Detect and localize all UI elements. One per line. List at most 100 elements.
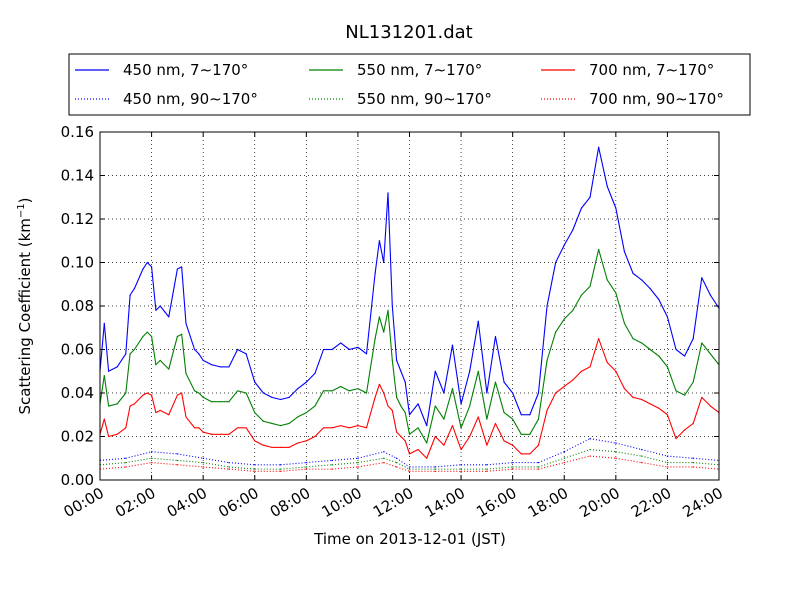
series-line-segment (99, 466, 126, 470)
series-line-segment (383, 462, 397, 468)
series-line-segment (443, 425, 453, 446)
series-line-segment (168, 268, 178, 317)
series-line-segment (125, 405, 131, 428)
series-line-segment (203, 431, 212, 435)
legend-label: 550 nm, 90∼170° (357, 90, 492, 108)
series-line-segment (529, 444, 539, 455)
series-line-segment (512, 444, 522, 455)
legend: 450 nm, 7∼170° 550 nm, 7∼170° 700 nm, 7∼17… (68, 53, 751, 116)
series-line-segment (103, 418, 110, 437)
series-line-segment (254, 440, 264, 446)
series-line-segment (494, 336, 505, 383)
series-line-segment (228, 462, 255, 466)
series-line-segment (378, 384, 385, 394)
series-line-segment (460, 405, 471, 429)
series-line-segment (177, 459, 204, 464)
series-line-segment (357, 425, 367, 429)
series-line-segment (396, 466, 410, 472)
series-line-segment (159, 409, 170, 416)
series-line-segment (396, 397, 402, 407)
series-line-segment (280, 422, 290, 427)
series-line-segment (177, 392, 182, 396)
series-line-segment (125, 457, 152, 464)
series-line-segment (142, 331, 148, 337)
series-line-segment (155, 305, 161, 311)
series-line-segment (641, 279, 651, 289)
series-line-segment (581, 286, 591, 296)
series-5 (99, 455, 720, 472)
series-line-segment (108, 433, 118, 438)
series-line-segment (306, 436, 316, 442)
series-line-segment (185, 416, 196, 429)
series-line-segment (641, 399, 651, 405)
series-line-segment (417, 427, 428, 444)
series-line-segment (615, 457, 642, 464)
series-line-segment (297, 381, 307, 390)
series-line-segment (649, 403, 660, 409)
series-line-segment (99, 457, 126, 461)
y-axis-label: Scattering Coefficient (km−1) (16, 197, 34, 414)
series-line-segment (146, 262, 152, 268)
series-line-segment (306, 459, 333, 464)
series-line-segment (129, 349, 135, 355)
series-line-segment (486, 423, 496, 446)
series-line-segment (451, 425, 462, 450)
series-line-segment (693, 466, 720, 470)
series-line-segment (589, 455, 616, 459)
series-line-segment (203, 462, 230, 468)
series-line-segment (546, 262, 557, 307)
series-line-segment (486, 462, 513, 466)
y-tick-label: 0.02 (61, 428, 94, 446)
series-line-segment (563, 309, 574, 320)
y-tick-label: 0.08 (61, 297, 94, 315)
series-line-segment (426, 436, 436, 459)
series-line-segment (615, 371, 625, 389)
series-line-segment (378, 316, 385, 333)
series-line-segment (396, 431, 402, 437)
series-line-segment (451, 345, 462, 404)
series-line-segment (332, 457, 358, 461)
series-line-segment (693, 457, 720, 461)
y-axis-label-sup: −1 (16, 203, 27, 218)
series-line-segment (658, 355, 668, 368)
series-line-segment (263, 444, 273, 448)
series-line-segment (606, 279, 617, 294)
series-line-segment (409, 403, 419, 416)
series-line-segment (563, 229, 574, 246)
series-line-segment (365, 338, 376, 394)
series-line-segment (181, 334, 187, 374)
series-line-segment (331, 425, 341, 429)
series-line-segment (306, 464, 333, 468)
series-line-segment (245, 427, 256, 442)
y-tick-label: 0.16 (61, 123, 94, 141)
series-line-segment (151, 395, 157, 413)
series-line-segment (666, 366, 677, 392)
series-line-segment (486, 382, 497, 420)
series-line-segment (658, 299, 668, 318)
series-line-segment (133, 336, 144, 350)
series-line-segment (469, 321, 479, 372)
series-line-segment (477, 371, 488, 420)
series-line-segment (177, 333, 182, 337)
series-line-segment (288, 416, 299, 424)
series-line-segment (477, 321, 488, 394)
series-line-segment (675, 349, 685, 357)
series-line-segment (469, 371, 479, 407)
series-line-segment (151, 462, 178, 466)
y-axis-label-main: Scattering Coefficient (km (16, 218, 34, 414)
series-line-segment (129, 288, 135, 296)
series-line-segment (624, 388, 634, 398)
series-line-segment (546, 392, 557, 411)
series-line-segment (434, 405, 445, 420)
y-tick-label: 0.06 (61, 341, 94, 359)
series-line-segment (684, 423, 694, 431)
series-line-segment (675, 390, 685, 396)
series-line-segment (667, 455, 694, 459)
series-line-segment (564, 438, 591, 453)
series-line-segment (404, 440, 411, 455)
series-line-segment (529, 418, 539, 435)
series-line-segment (581, 366, 591, 372)
series-line-segment (391, 410, 398, 433)
series-line-segment (211, 364, 221, 368)
series-line-segment (245, 392, 256, 413)
